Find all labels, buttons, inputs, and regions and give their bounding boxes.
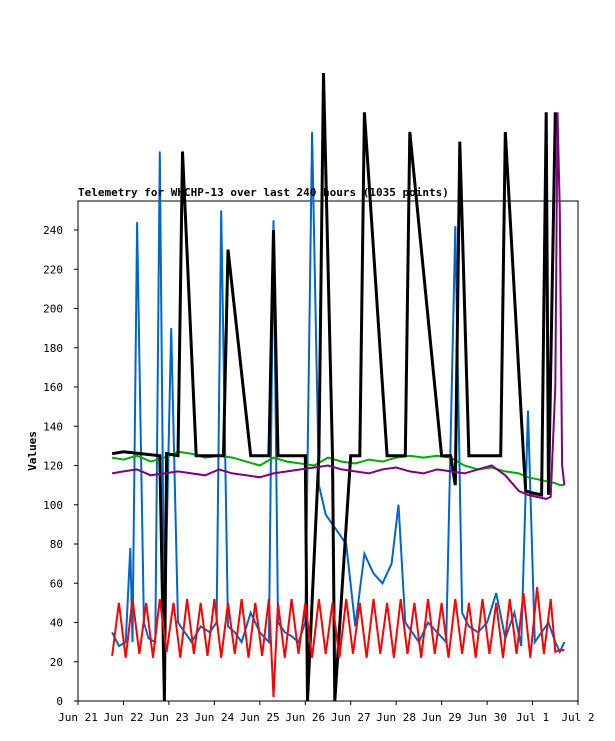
series-layer <box>111 72 566 701</box>
y-tick-label: 60 <box>50 577 63 590</box>
x-ticks: Jun 21 Jun 22 Jun 23 Jun 24 Jun 25 Jun 26 Jun … <box>58 701 595 724</box>
x-tick-label: Jul 2 <box>561 711 594 724</box>
x-tick-label: Jun 25 <box>240 711 280 724</box>
x-tick-label: Jun 23 <box>149 711 189 724</box>
x-tick-label: Jun 22 <box>104 711 144 724</box>
y-ticks: 0 20 40 60 80 100 120 140 160 180 200 220 240 <box>43 224 78 708</box>
y-tick-label: 20 <box>50 656 63 669</box>
series-line-3 <box>111 72 557 701</box>
series-line-2 <box>111 450 565 487</box>
y-tick-label: 160 <box>43 381 63 394</box>
x-tick-label: Jun 26 <box>285 711 325 724</box>
x-tick-label: Jun 21 <box>58 711 98 724</box>
y-tick-label: 80 <box>50 538 63 551</box>
y-axis-title: Values <box>26 431 39 471</box>
series-line-4 <box>111 112 566 500</box>
series-line-5 <box>111 587 565 698</box>
y-tick-label: 240 <box>43 224 63 237</box>
chart-title: Telemetry for WHCHP-13 over last 240 hou… <box>78 186 449 199</box>
y-tick-label: 120 <box>43 460 63 473</box>
x-tick-label: Jun 28 <box>376 711 416 724</box>
y-tick-label: 200 <box>43 303 63 316</box>
y-tick-label: 40 <box>50 617 63 630</box>
x-tick-label: Jun 27 <box>331 711 371 724</box>
y-tick-label: 220 <box>43 263 63 276</box>
y-tick-label: 100 <box>43 499 63 512</box>
x-tick-label: Jul 1 <box>516 711 549 724</box>
y-tick-label: 180 <box>43 342 63 355</box>
y-tick-label: 0 <box>56 695 63 708</box>
x-tick-label: Jun 30 <box>467 711 507 724</box>
x-tick-label: Jun 29 <box>422 711 462 724</box>
y-tick-label: 140 <box>43 420 63 433</box>
x-tick-label: Jun 24 <box>194 711 234 724</box>
